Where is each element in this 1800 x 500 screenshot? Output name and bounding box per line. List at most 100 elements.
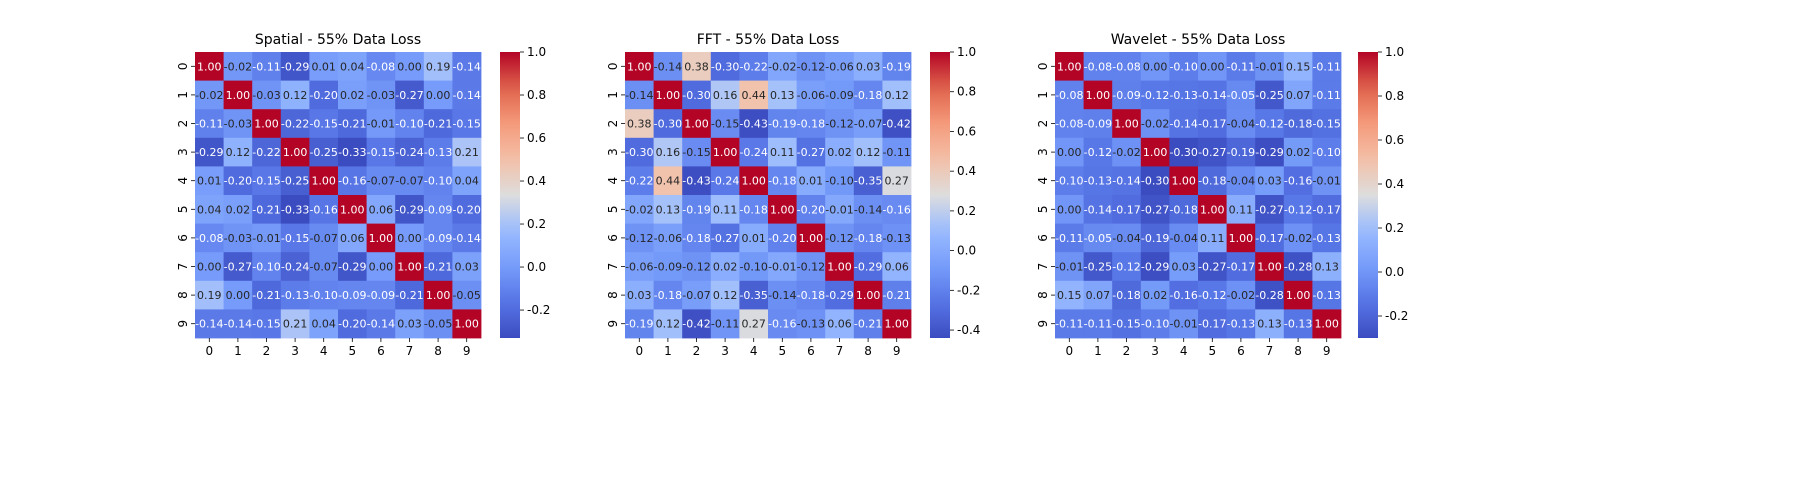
cell-value-label: 0.27 — [741, 318, 766, 331]
cell-value-label: -0.27 — [1198, 261, 1226, 274]
x-tick-label: 9 — [893, 344, 901, 358]
colorbar-tick-label: 0.0 — [527, 260, 546, 274]
heatmap-cell — [796, 166, 826, 196]
y-tick-label: 0 — [1036, 62, 1050, 70]
heatmap-cell — [223, 195, 253, 224]
cell-value-label: 0.02 — [340, 89, 365, 102]
cell-value-label: -0.10 — [1141, 318, 1169, 331]
cell-value-label: -0.14 — [1112, 175, 1140, 188]
cell-value-label: 0.00 — [426, 89, 451, 102]
heatmap-cell — [309, 280, 339, 310]
heatmap-cell — [653, 137, 683, 167]
cell-value-label: -0.03 — [224, 232, 252, 245]
heatmap-cell — [1112, 280, 1142, 310]
cell-value-label: -0.19 — [625, 318, 653, 331]
cell-value-label: 0.12 — [856, 146, 881, 159]
x-tick-label: 3 — [291, 344, 299, 358]
heatmap-cell — [395, 52, 425, 81]
heatmap-cell — [395, 166, 425, 196]
cell-value-label: -0.11 — [882, 146, 910, 159]
heatmap-cell — [1312, 252, 1342, 282]
heatmap-cell — [252, 166, 282, 196]
cell-value-label: -0.16 — [768, 318, 796, 331]
heatmap-cell — [1255, 195, 1285, 224]
cell-value-label: -0.02 — [195, 89, 223, 102]
y-tick-label: 9 — [606, 320, 620, 328]
cell-value-label: -0.15 — [252, 175, 280, 188]
heatmap-cell — [825, 166, 855, 196]
heatmap-cell — [452, 109, 482, 139]
cell-value-label: -0.27 — [711, 232, 739, 245]
cell-value-label: -0.01 — [768, 261, 796, 274]
heatmap-cell — [739, 195, 769, 224]
cell-value-label: 0.06 — [369, 203, 394, 216]
heatmap-cell — [1169, 309, 1199, 339]
cell-value-label: -0.12 — [1141, 89, 1169, 102]
cell-value-label: -0.17 — [1227, 261, 1255, 274]
heatmap-cell — [195, 52, 224, 81]
heatmap-cell — [653, 166, 683, 196]
heatmap-cell — [1283, 309, 1313, 339]
heatmap-cell — [853, 109, 883, 139]
heatmap-cell — [423, 137, 453, 167]
heatmap-cell — [1198, 137, 1227, 167]
cell-value-label: -0.15 — [682, 146, 710, 159]
heatmap-cell — [825, 137, 855, 167]
cell-value-label: -0.27 — [224, 261, 252, 274]
cell-value-label: -0.14 — [452, 60, 480, 73]
cell-value-label: -0.17 — [1255, 232, 1283, 245]
x-tick-label: 4 — [320, 344, 328, 358]
x-tick-label: 1 — [664, 344, 672, 358]
heatmap-cell — [280, 109, 310, 139]
heatmap-cell — [1112, 109, 1142, 139]
heatmap-cell — [882, 309, 912, 339]
heatmap-cell — [739, 52, 769, 81]
heatmap-cell — [309, 137, 339, 167]
cell-value-label: 1.00 — [1229, 232, 1254, 245]
cell-value-label: -0.20 — [224, 175, 252, 188]
cell-value-label: 1.00 — [1200, 203, 1225, 216]
cell-value-label: -0.07 — [395, 175, 423, 188]
cell-value-label: -0.15 — [281, 232, 309, 245]
cell-value-label: 0.06 — [340, 232, 365, 245]
heatmap-cell — [768, 137, 797, 167]
heatmap-cell — [796, 109, 826, 139]
cell-value-label: -0.18 — [1284, 118, 1312, 131]
cell-value-label: -0.09 — [654, 261, 682, 274]
heatmap-cell — [423, 52, 453, 81]
heatmap-cell — [1255, 223, 1285, 253]
heatmap-cell — [1169, 137, 1199, 167]
cell-value-label: -0.28 — [1284, 261, 1312, 274]
cell-value-label: -0.28 — [1255, 289, 1283, 302]
cell-value-label: 1.00 — [1171, 175, 1196, 188]
cell-value-label: 0.03 — [454, 261, 479, 274]
cell-value-label: -0.13 — [424, 146, 452, 159]
cell-value-label: -0.12 — [1084, 146, 1112, 159]
heatmap-cell — [1055, 80, 1084, 110]
y-tick-label: 8 — [606, 291, 620, 299]
y-tick-label: 2 — [176, 120, 190, 128]
cell-value-label: 0.21 — [283, 318, 308, 331]
heatmap-cell — [710, 195, 740, 224]
heatmap-cell — [423, 166, 453, 196]
heatmap-cell — [1198, 195, 1227, 224]
heatmap-cell — [739, 309, 769, 339]
heatmap-cell — [625, 80, 654, 110]
cell-value-label: 1.00 — [1143, 146, 1168, 159]
heatmap-cell — [452, 280, 482, 310]
heatmap-cell — [653, 223, 683, 253]
cell-value-label: 0.12 — [283, 89, 308, 102]
heatmap-cell — [1112, 137, 1142, 167]
cell-value-label: -0.14 — [224, 318, 252, 331]
cell-value-label: -0.14 — [452, 232, 480, 245]
heatmap-cell — [768, 109, 797, 139]
cell-value-label: 1.00 — [627, 60, 652, 73]
cell-value-label: 0.07 — [1286, 89, 1311, 102]
cell-value-label: -0.19 — [768, 118, 796, 131]
cell-value-label: -0.17 — [1112, 203, 1140, 216]
heatmap-cell — [768, 280, 797, 310]
heatmap-cell — [395, 252, 425, 282]
x-tick-label: 3 — [721, 344, 729, 358]
cell-value-label: 0.00 — [397, 232, 422, 245]
